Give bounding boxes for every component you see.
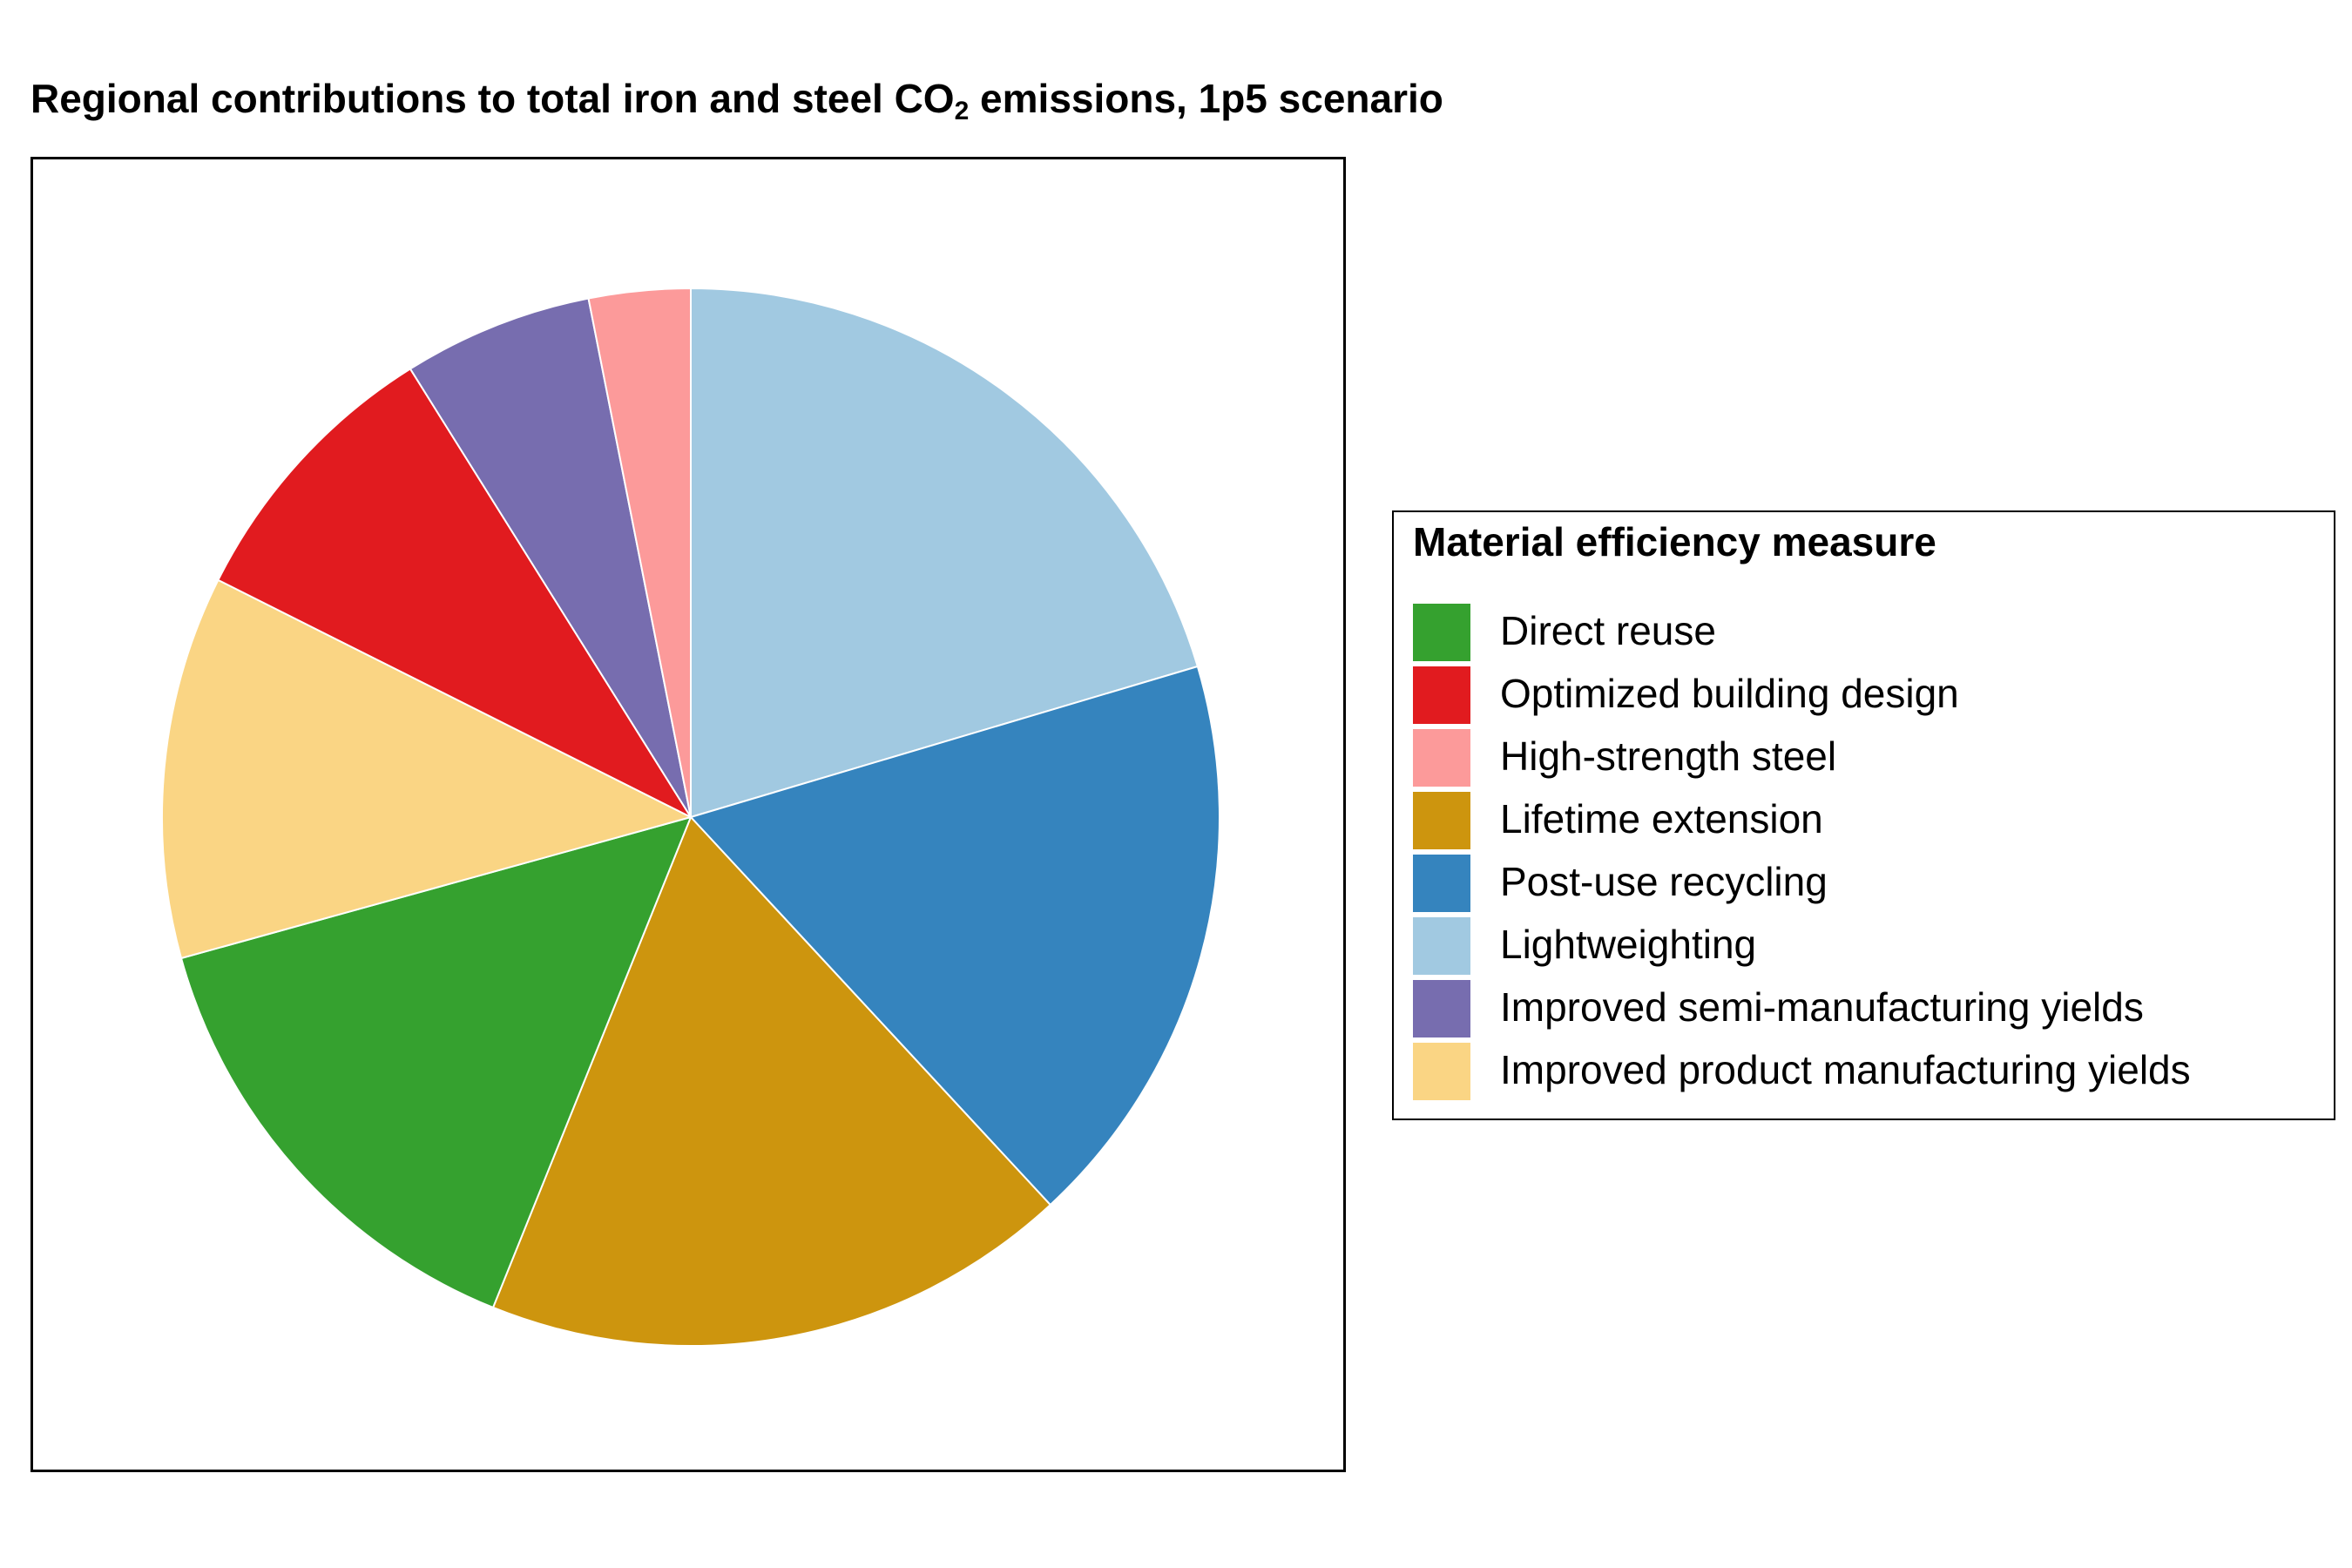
pie-slice-lightweighting bbox=[690, 287, 1200, 819]
legend-item-lightweighting: Lightweighting bbox=[1413, 913, 2319, 976]
legend-title: Material efficiency measure bbox=[1413, 519, 1936, 564]
legend-item-post-use-recycling: Post-use recycling bbox=[1413, 850, 2319, 913]
legend-swatch bbox=[1413, 792, 1470, 849]
legend-item-improved-product-manufacturing-yields: Improved product manufacturing yields bbox=[1413, 1038, 2319, 1101]
legend-item-direct-reuse: Direct reuse bbox=[1413, 599, 2319, 662]
chart-title: Regional contributions to total iron and… bbox=[30, 75, 1443, 126]
chart-title-tail: emissions, 1p5 scenario bbox=[969, 76, 1443, 121]
pie-slice-lifetime-extension bbox=[491, 815, 1052, 1347]
legend-swatch bbox=[1413, 604, 1470, 661]
legend-label: Lifetime extension bbox=[1500, 796, 1823, 841]
legend-label: Improved product manufacturing yields bbox=[1500, 1047, 2191, 1092]
legend-swatch bbox=[1413, 1043, 1470, 1100]
legend-label: Optimized building design bbox=[1500, 671, 1959, 716]
legend-label: Post-use recycling bbox=[1500, 859, 1828, 904]
legend-swatch bbox=[1413, 855, 1470, 912]
legend-label: Direct reuse bbox=[1500, 608, 1716, 653]
legend-swatch bbox=[1413, 980, 1470, 1037]
legend-label: High-strength steel bbox=[1500, 733, 1837, 779]
pie-slice-post-use-recycling bbox=[689, 665, 1220, 1206]
legend-item-lifetime-extension: Lifetime extension bbox=[1413, 787, 2319, 850]
pie-slice-improved-semi-manufacturing-yields bbox=[409, 297, 692, 818]
legend: Material efficiency measure Direct reuse… bbox=[1392, 510, 2335, 1120]
legend-item-optimized-building-design: Optimized building design bbox=[1413, 662, 2319, 725]
chart-title-main: Regional contributions to total iron and… bbox=[30, 76, 955, 121]
pie-slice-high-strength-steel bbox=[587, 287, 692, 818]
pie-slice-improved-product-manufacturing-yields bbox=[161, 578, 693, 960]
pie-slice-direct-reuse bbox=[179, 815, 693, 1309]
legend-item-improved-semi-manufacturing-yields: Improved semi-manufacturing yields bbox=[1413, 976, 2319, 1038]
legend-swatch bbox=[1413, 729, 1470, 787]
legend-item-high-strength-steel: High-strength steel bbox=[1413, 725, 2319, 787]
legend-swatch bbox=[1413, 666, 1470, 724]
plot-panel bbox=[30, 157, 1346, 1472]
pie-slice-optimized-building-design bbox=[217, 368, 693, 820]
chart-title-subscript: 2 bbox=[954, 97, 970, 125]
pie-chart bbox=[161, 287, 1220, 1347]
legend-label: Lightweighting bbox=[1500, 922, 1757, 967]
legend-swatch bbox=[1413, 917, 1470, 975]
legend-label: Improved semi-manufacturing yields bbox=[1500, 984, 2144, 1030]
